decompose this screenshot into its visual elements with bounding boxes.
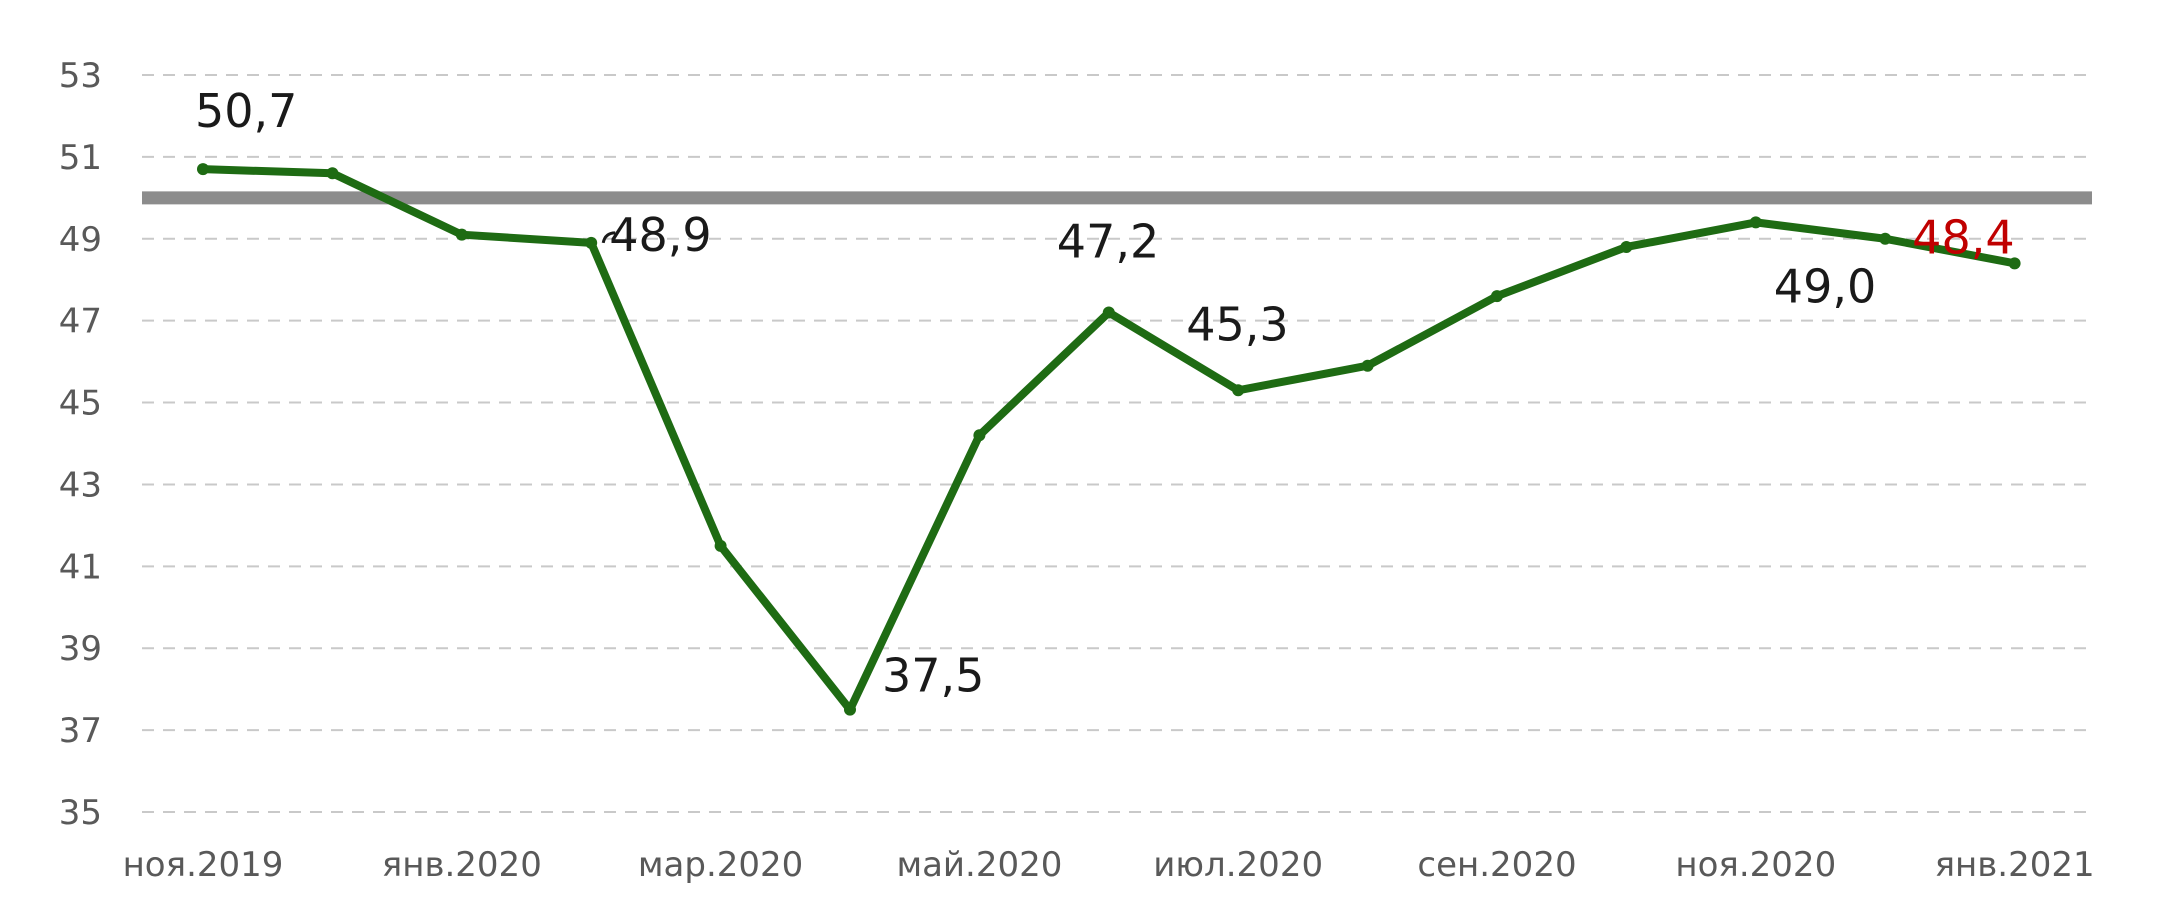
data-point <box>2008 257 2021 270</box>
x-axis-ticks: ноя.2019 янв.2020 мар.2020 май.2020 июл.2020… <box>123 845 2095 885</box>
y-tick-label: 51 <box>59 138 102 178</box>
x-tick-label: ноя.2019 <box>123 845 284 885</box>
data-label: 37,5 <box>882 649 984 703</box>
data-point <box>197 163 209 176</box>
data-label: 47,2 <box>1057 214 1159 268</box>
x-tick-label: ноя.2020 <box>1675 845 1836 885</box>
x-tick-label: май.2020 <box>896 845 1062 885</box>
data-label: 48,4 <box>1912 210 2014 264</box>
data-label: 45,3 <box>1186 297 1288 351</box>
data-point <box>585 236 598 249</box>
y-tick-label: 45 <box>59 384 102 424</box>
y-tick-label: 41 <box>59 547 102 587</box>
y-tick-label: 39 <box>59 629 102 669</box>
data-point <box>1620 240 1633 253</box>
y-tick-label: 35 <box>59 793 102 833</box>
data-point <box>1879 232 1892 245</box>
y-tick-label: 37 <box>59 711 102 751</box>
label-leader <box>601 231 616 244</box>
x-tick-label: янв.2021 <box>1935 845 2095 885</box>
data-point <box>1232 384 1245 397</box>
y-tick-label: 53 <box>59 56 102 96</box>
data-point <box>326 167 339 180</box>
series-layer <box>197 163 2021 716</box>
y-tick-label: 49 <box>59 220 102 260</box>
gridlines <box>142 74 2092 813</box>
data-point <box>1361 359 1374 372</box>
data-label: 49,0 <box>1774 259 1876 313</box>
x-tick-label: сен.2020 <box>1417 845 1576 885</box>
y-tick-label: 47 <box>59 302 102 342</box>
data-point <box>1749 216 1762 229</box>
data-labels: 50,7 48,9 37,5 47,2 45,3 49,0 48,4 <box>195 84 2015 702</box>
data-point <box>844 703 856 716</box>
y-tick-label: 43 <box>59 465 102 505</box>
data-label: 50,7 <box>195 84 297 138</box>
x-tick-label: янв.2020 <box>382 845 542 885</box>
x-tick-label: июл.2020 <box>1153 845 1323 885</box>
data-point <box>1491 290 1503 303</box>
data-point <box>714 539 727 552</box>
data-point <box>973 429 986 442</box>
data-label: 48,9 <box>609 208 711 262</box>
data-point <box>1102 306 1115 319</box>
x-tick-label: мар.2020 <box>638 845 803 885</box>
data-point <box>455 228 468 241</box>
y-axis-ticks: 53 51 49 47 45 43 41 39 37 35 <box>59 56 102 833</box>
